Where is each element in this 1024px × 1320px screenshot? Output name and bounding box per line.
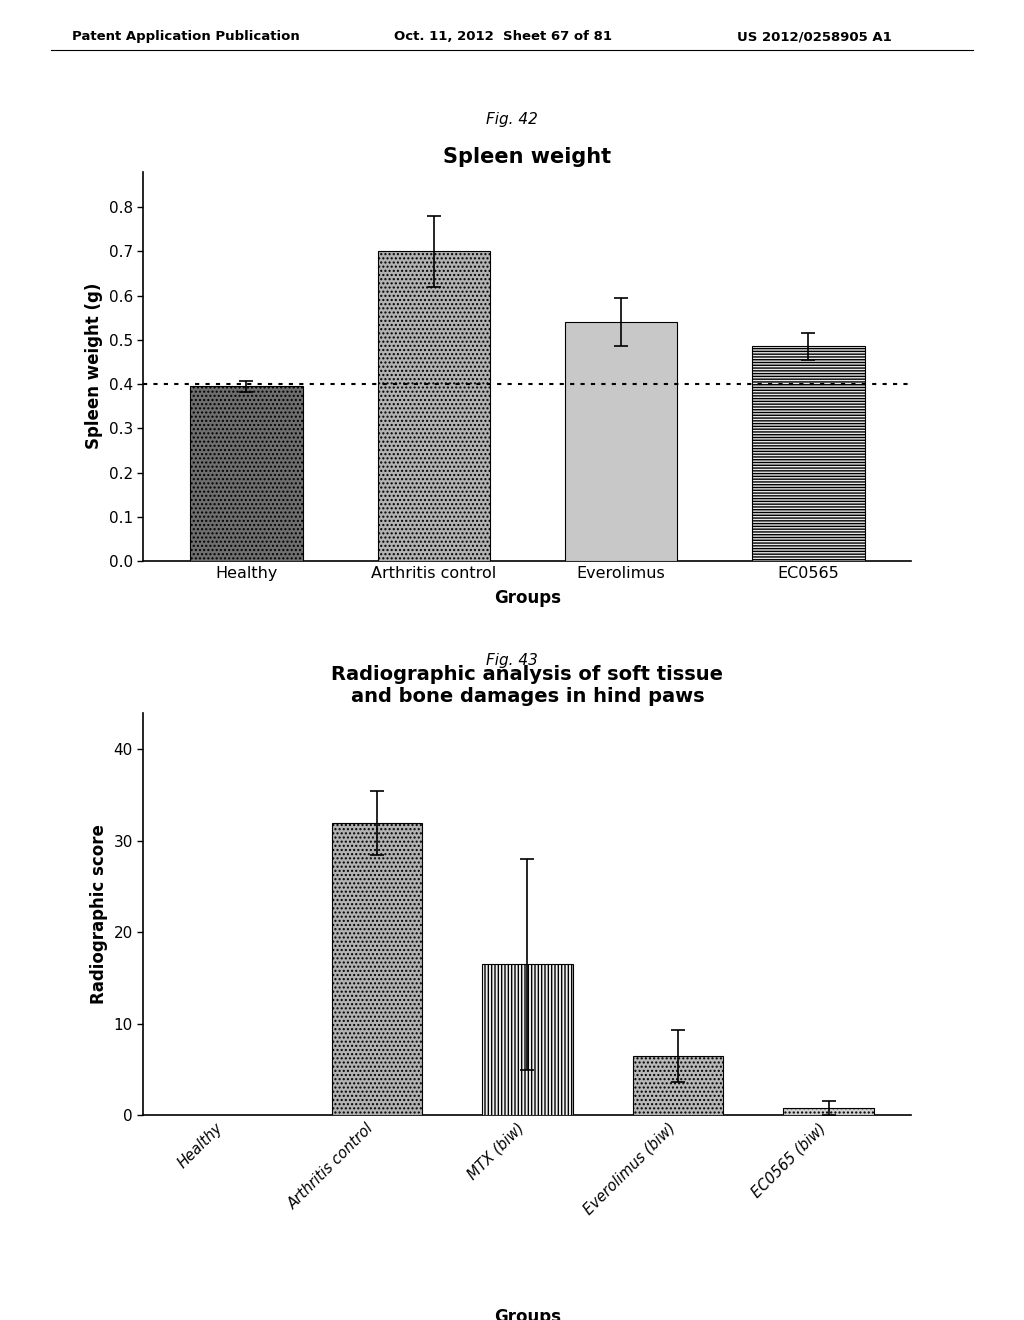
X-axis label: Groups: Groups — [494, 1308, 561, 1320]
Bar — [783, 1107, 873, 1115]
Y-axis label: Spleen weight (g): Spleen weight (g) — [85, 282, 103, 450]
Text: Fig. 43: Fig. 43 — [486, 653, 538, 668]
Text: Patent Application Publication: Patent Application Publication — [72, 30, 299, 44]
Bar — [190, 387, 302, 561]
Bar — [378, 251, 489, 561]
Y-axis label: Radiographic score: Radiographic score — [90, 824, 108, 1005]
Bar — [332, 822, 422, 1115]
Bar — [482, 965, 572, 1115]
Text: Oct. 11, 2012  Sheet 67 of 81: Oct. 11, 2012 Sheet 67 of 81 — [394, 30, 612, 44]
Text: Fig. 42: Fig. 42 — [486, 112, 538, 127]
Title: Spleen weight: Spleen weight — [443, 148, 611, 168]
Bar — [565, 322, 677, 561]
Title: Radiographic analysis of soft tissue
and bone damages in hind paws: Radiographic analysis of soft tissue and… — [332, 665, 723, 706]
Bar — [753, 346, 864, 561]
Bar — [633, 1056, 723, 1115]
X-axis label: Groups: Groups — [494, 589, 561, 607]
Text: US 2012/0258905 A1: US 2012/0258905 A1 — [737, 30, 892, 44]
